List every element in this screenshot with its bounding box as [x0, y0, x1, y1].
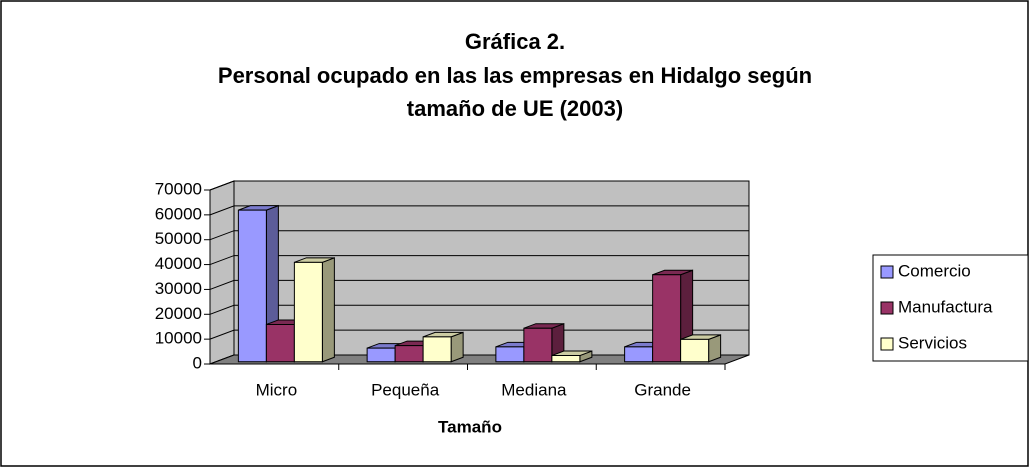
- grid-line: [209, 180, 749, 191]
- bar: [293, 261, 323, 363]
- legend-label: Comercio: [898, 261, 971, 280]
- chart-title: Personal ocupado en las las empresas en …: [218, 63, 812, 88]
- bar: [237, 209, 267, 363]
- bar: [624, 346, 654, 363]
- x-tick-label: Mediana: [501, 380, 567, 399]
- bar: [366, 347, 396, 363]
- grid-line: [209, 205, 749, 216]
- bar: [422, 336, 452, 363]
- y-tick-label: 70000: [155, 179, 202, 198]
- bar: [495, 346, 525, 363]
- grid-line: [209, 279, 749, 290]
- y-tick-label: 0: [193, 353, 202, 372]
- legend-swatch: [880, 337, 894, 351]
- grid-line: [209, 230, 749, 241]
- y-tick-label: 50000: [155, 229, 202, 248]
- bar: [394, 345, 424, 363]
- bar-side: [450, 331, 464, 363]
- bar: [652, 274, 682, 363]
- grid-line: [209, 329, 749, 340]
- side-wall: [209, 180, 235, 365]
- bar: [265, 323, 295, 363]
- grid-line: [209, 304, 749, 315]
- x-tick-label: Grande: [634, 380, 691, 399]
- grid-line: [209, 255, 749, 266]
- chart-title: Gráfica 2.: [465, 29, 565, 54]
- x-tick-label: Micro: [256, 380, 298, 399]
- legend: [872, 254, 1029, 362]
- legend-label: Servicios: [898, 333, 967, 352]
- x-axis-label: Tamaño: [438, 417, 502, 436]
- y-tick-label: 40000: [155, 254, 202, 273]
- bar: [551, 355, 581, 363]
- y-tick-label: 10000: [155, 329, 202, 348]
- legend-swatch: [880, 301, 894, 315]
- legend-label: Manufactura: [898, 297, 993, 316]
- bar-side: [321, 257, 335, 363]
- y-tick-label: 20000: [155, 304, 202, 323]
- bar: [680, 338, 710, 363]
- legend-swatch: [880, 265, 894, 279]
- bar: [523, 327, 553, 363]
- y-tick-label: 60000: [155, 204, 202, 223]
- y-tick-label: 30000: [155, 279, 202, 298]
- x-tick-label: Pequeña: [371, 380, 440, 399]
- chart-title: tamaño de UE (2003): [407, 96, 623, 121]
